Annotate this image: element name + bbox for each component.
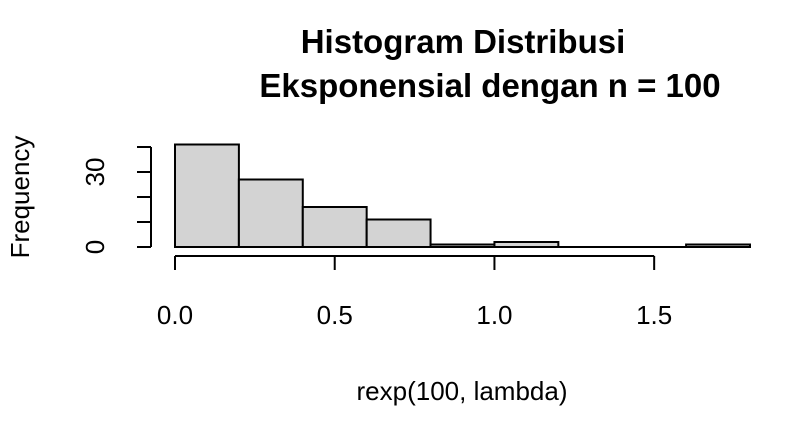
y-tick-label-1: 30 xyxy=(80,158,110,187)
x-tick-label-1: 0.5 xyxy=(317,300,353,330)
histogram-bars xyxy=(174,143,751,249)
histogram-bar-8 xyxy=(685,243,751,248)
y-axis-label: Frequency xyxy=(5,136,35,259)
chart-title-line-2: Eksponensial dengan n = 100 xyxy=(259,67,720,104)
x-axis: 0.0 0.5 1.0 1.5 xyxy=(157,255,672,330)
x-axis-label: rexp(100, lambda) xyxy=(357,376,568,406)
histogram-bar-4 xyxy=(429,243,496,248)
y-axis: 0 30 xyxy=(80,146,152,254)
histogram-bar-2 xyxy=(301,206,368,248)
x-tick-label-2: 1.0 xyxy=(476,300,512,330)
histogram-bar-3 xyxy=(365,218,432,248)
histogram-bar-5 xyxy=(493,241,560,248)
x-tick-label-0: 0.0 xyxy=(157,300,193,330)
histogram-bar-1 xyxy=(237,178,304,248)
y-tick-label-0: 0 xyxy=(80,240,110,254)
histogram-bar-0 xyxy=(174,143,240,248)
chart-title-line-1: Histogram Distribusi xyxy=(301,23,626,60)
x-tick-label-3: 1.5 xyxy=(636,300,672,330)
